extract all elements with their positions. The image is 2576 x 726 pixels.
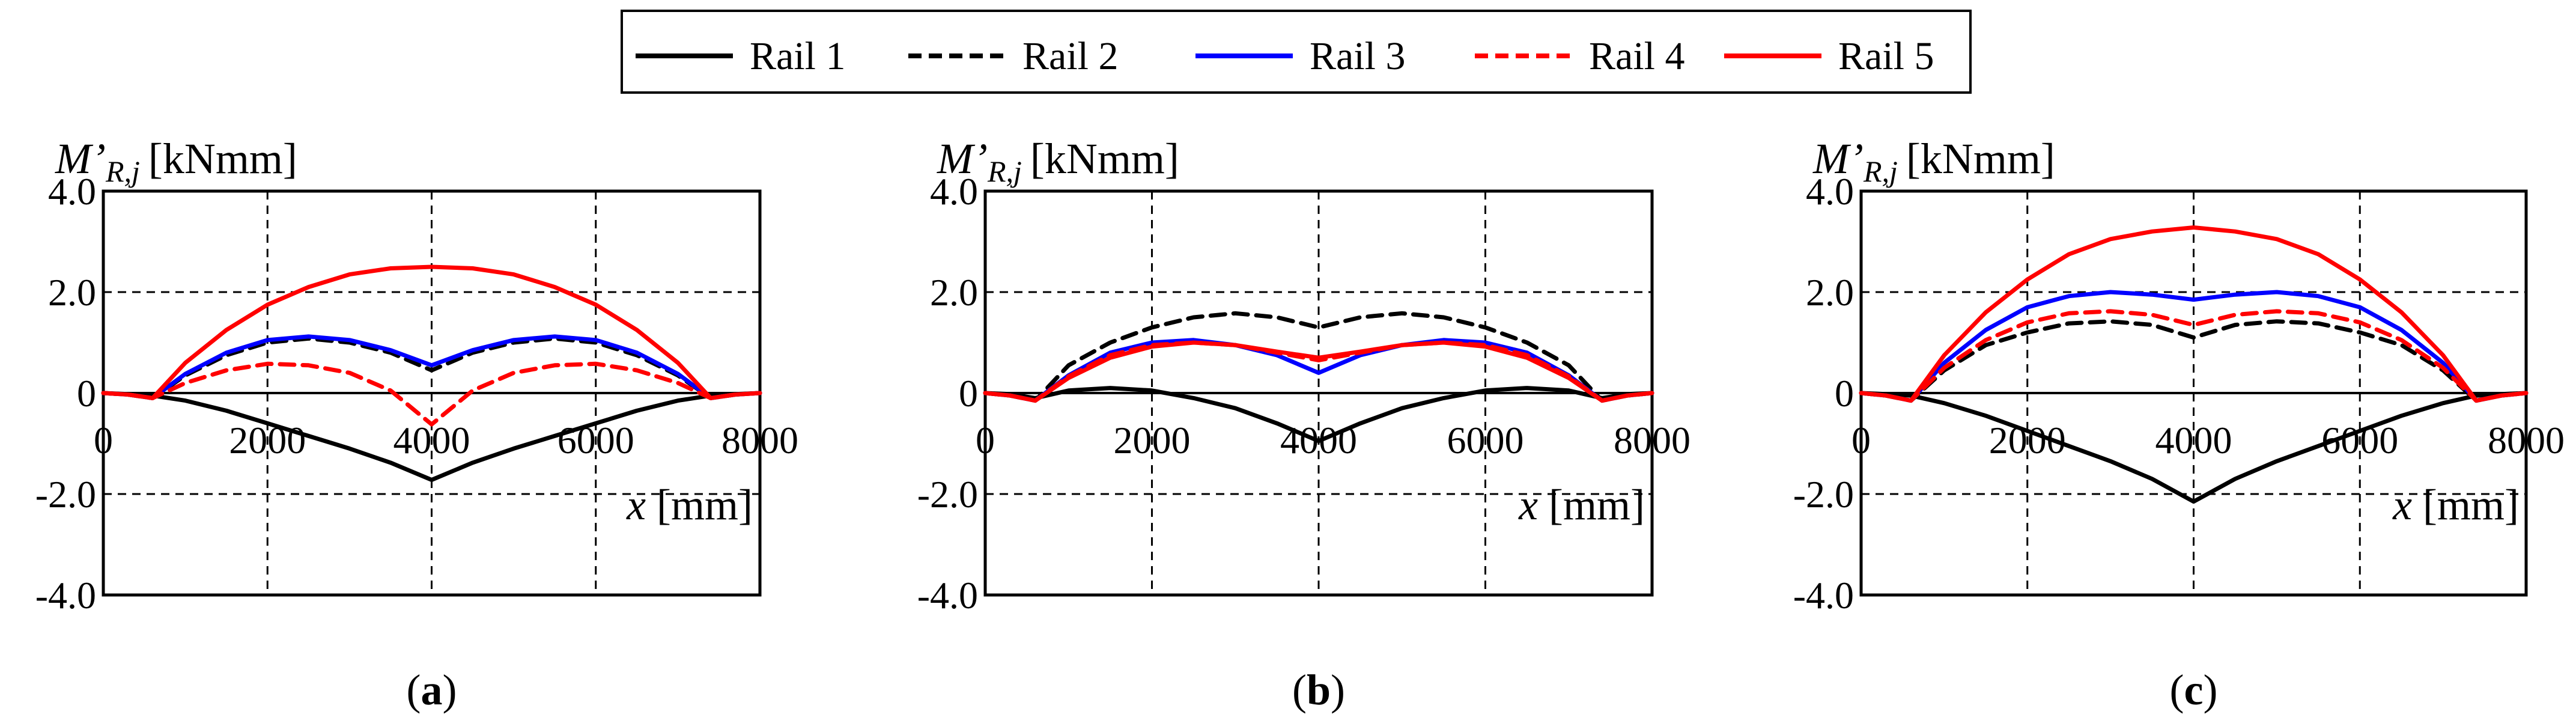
y-tick-label-1: -2.0 <box>1793 473 1854 516</box>
y-tick-label-4: 4.0 <box>48 170 96 213</box>
panel-label-letter: b <box>1307 666 1331 714</box>
y-axis-title-unit: [kNmm] <box>1030 135 1179 183</box>
panel-label-close: ) <box>443 666 457 714</box>
x-tick-label-4: 8000 <box>2488 419 2565 462</box>
x-tick-label-1: 2000 <box>1114 419 1191 462</box>
y-tick-label-3: 2.0 <box>930 271 978 314</box>
x-axis-title-main: x <box>2392 481 2412 529</box>
x-tick-label-4: 8000 <box>721 419 798 462</box>
y-axis-title-sub: R,j <box>1863 154 1898 188</box>
x-tick-label-0: 0 <box>94 419 113 462</box>
x-tick-label-2: 4000 <box>2155 419 2232 462</box>
panel-label: (b) <box>1292 666 1345 714</box>
x-axis-title: x [mm] <box>1518 481 1645 529</box>
series-line-rail-3 <box>1859 290 2529 403</box>
legend: Rail 1 Rail 2 Rail 3 Rail 4 Rail 5 <box>621 10 1972 94</box>
y-tick-label-0: -4.0 <box>1793 574 1854 617</box>
legend-label-2: Rail 2 <box>1022 34 1119 78</box>
y-tick-label-4: 4.0 <box>1806 170 1854 213</box>
chart-panel-c: 0 2000 4000 6000 8000 -4.0 -2.0 0 2.0 4.0M’R,j [kN… <box>1793 135 2565 714</box>
y-axis-title: M’R,j [kNmm] <box>937 135 1179 188</box>
y-axis-title: M’R,j [kNmm] <box>1812 135 2055 188</box>
x-tick-label-1: 2000 <box>1989 419 2066 462</box>
y-tick-label-2: 0 <box>959 372 978 415</box>
y-axis-title: M’R,j [kNmm] <box>55 135 297 188</box>
panel-label: (a) <box>407 666 457 714</box>
x-tick-label-1: 2000 <box>229 419 306 462</box>
series-line-rail-4 <box>1859 309 2529 403</box>
x-tick-label-2: 4000 <box>1280 419 1357 462</box>
x-tick-label-4: 8000 <box>1614 419 1690 462</box>
y-tick-label-0: -4.0 <box>917 574 978 617</box>
series-line-rail-5 <box>983 340 1654 403</box>
x-tick-label-0: 0 <box>976 419 995 462</box>
panel-label-open: ( <box>2170 666 2184 714</box>
panel-label-letter: a <box>421 666 443 714</box>
y-axis-title-sub: R,j <box>105 154 140 188</box>
x-tick-label-0: 0 <box>1852 419 1871 462</box>
y-axis-title-unit: [kNmm] <box>1906 135 2055 183</box>
series-line-rail-1 <box>101 391 762 482</box>
x-axis-title-unit: [mm] <box>1549 481 1645 529</box>
series-line-rail-1 <box>983 386 1654 444</box>
x-axis-title-main: x <box>626 481 646 529</box>
y-tick-label-3: 2.0 <box>48 271 96 314</box>
y-axis-title-sub: R,j <box>987 154 1022 188</box>
legend-label-5: Rail 5 <box>1838 34 1934 78</box>
legend-label-4: Rail 4 <box>1589 34 1685 78</box>
series-line-rail-4 <box>101 361 762 427</box>
series-line-rail-2 <box>983 311 1654 403</box>
panel-label-letter: c <box>2184 666 2204 714</box>
y-tick-label-2: 0 <box>77 372 96 415</box>
x-axis-title: x [mm] <box>626 481 753 529</box>
panel-label-open: ( <box>407 666 421 714</box>
y-axis-title-main: M’ <box>937 135 988 183</box>
x-axis-title-unit: [mm] <box>657 481 753 529</box>
legend-box <box>621 10 1972 94</box>
series-line-rail-5 <box>101 264 762 400</box>
panel-label: (c) <box>2170 666 2218 714</box>
x-axis-title-unit: [mm] <box>2423 481 2519 529</box>
y-axis-title-unit: [kNmm] <box>148 135 297 183</box>
panel-label-open: ( <box>1292 666 1307 714</box>
y-axis-title-main: M’ <box>1812 135 1864 183</box>
series-line-rail-1 <box>1859 391 2529 504</box>
x-axis-title-main: x <box>1518 481 1538 529</box>
x-axis-title: x [mm] <box>2392 481 2519 529</box>
y-tick-label-2: 0 <box>1835 372 1854 415</box>
series-line-rail-3 <box>101 334 762 400</box>
chart-panel-b: 0 2000 4000 6000 8000 -4.0 -2.0 0 2.0 4.0M’R,j [kN… <box>917 135 1690 714</box>
panel-label-close: ) <box>2203 666 2217 714</box>
y-axis-title-main: M’ <box>55 135 106 183</box>
y-tick-label-4: 4.0 <box>930 170 978 213</box>
x-tick-label-3: 6000 <box>1447 419 1524 462</box>
legend-label-1: Rail 1 <box>750 34 846 78</box>
series-line-rail-2 <box>1859 319 2529 403</box>
x-tick-label-3: 6000 <box>557 419 634 462</box>
panel-label-close: ) <box>1331 666 1345 714</box>
y-tick-label-0: -4.0 <box>35 574 96 617</box>
legend-label-3: Rail 3 <box>1310 34 1406 78</box>
y-tick-label-1: -2.0 <box>35 473 96 516</box>
y-tick-label-1: -2.0 <box>917 473 978 516</box>
series-line-rail-5 <box>1859 225 2529 403</box>
x-tick-label-3: 6000 <box>2321 419 2398 462</box>
y-tick-label-3: 2.0 <box>1806 271 1854 314</box>
chart-panel-a: 0 2000 4000 6000 8000 -4.0 -2.0 0 2.0 4.0M’R,j [kN… <box>35 135 798 714</box>
x-tick-label-2: 4000 <box>393 419 470 462</box>
